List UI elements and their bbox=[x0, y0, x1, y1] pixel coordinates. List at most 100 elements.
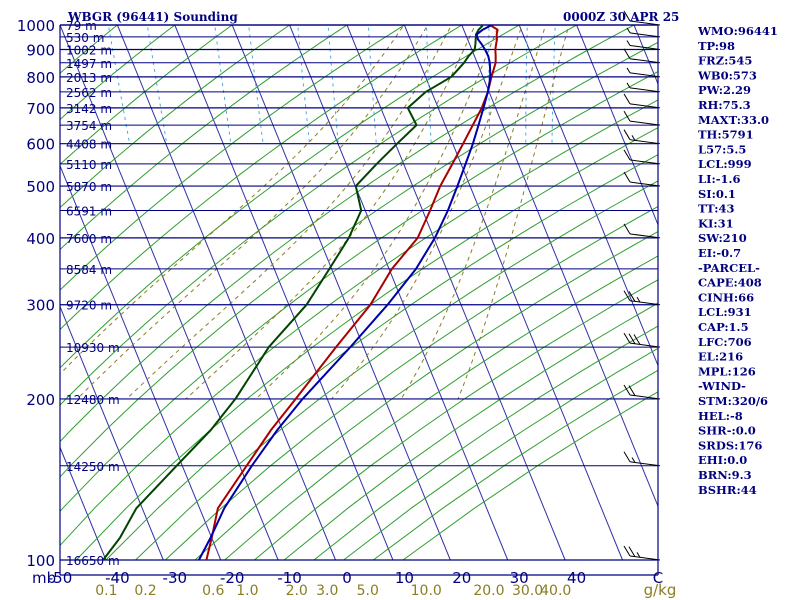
mixing-ratio-label: 5.0 bbox=[357, 583, 379, 599]
wind-barb bbox=[623, 223, 661, 239]
temperature-tick-label: -10 bbox=[277, 569, 302, 587]
wind-barb-staff bbox=[629, 72, 661, 78]
dry-adiabat-line bbox=[283, 302, 658, 561]
pressure-tick-label: 600 bbox=[26, 136, 55, 154]
dry-adiabat-line bbox=[60, 25, 176, 121]
mixing-ratio-label: 30.0 bbox=[512, 583, 543, 599]
index-value: WMO:96441 bbox=[697, 24, 778, 38]
wind-barb-staff bbox=[629, 103, 661, 109]
wind-barb bbox=[623, 545, 661, 561]
height-label: 7600 m bbox=[66, 232, 112, 246]
wind-barb-staff bbox=[629, 20, 661, 26]
moist-adiabat-line bbox=[331, 25, 523, 400]
mixing-ratio-line bbox=[327, 25, 339, 144]
dry-adiabat-line bbox=[60, 25, 234, 166]
isotherm-line bbox=[60, 164, 222, 561]
dry-adiabat-line bbox=[60, 41, 658, 478]
temperature-tick-label: -20 bbox=[220, 569, 245, 587]
wind-barb-half-flag bbox=[626, 40, 631, 46]
index-value: LFC:706 bbox=[698, 335, 752, 349]
index-value: RH:75.3 bbox=[698, 98, 751, 112]
wind-barb-flag bbox=[623, 332, 631, 344]
height-label: 16650 m bbox=[66, 554, 120, 568]
wind-barb bbox=[626, 40, 661, 50]
wind-barb bbox=[626, 27, 661, 38]
mixing-ratio-line bbox=[488, 25, 491, 144]
index-value: L57:5.5 bbox=[698, 142, 746, 156]
index-value: SHR-:0.0 bbox=[698, 424, 756, 438]
parcel-profile-line bbox=[198, 25, 492, 561]
wind-barb-staff bbox=[629, 87, 661, 93]
wind-barb-half-flag bbox=[626, 67, 631, 74]
wind-barb-half-flag bbox=[636, 296, 641, 303]
isotherm-line bbox=[518, 25, 658, 367]
temperature-tick-label: 10 bbox=[395, 569, 414, 587]
pressure-tick-label: 200 bbox=[26, 391, 55, 409]
pressure-tick-label: 800 bbox=[26, 69, 55, 87]
index-value: LI:-1.6 bbox=[698, 172, 741, 186]
dry-adiabat-line bbox=[60, 25, 348, 251]
moist-adiabat-line bbox=[255, 25, 500, 400]
wind-barb-flag bbox=[623, 48, 631, 60]
height-label: 2013 m bbox=[66, 71, 112, 85]
isotherm-line bbox=[60, 446, 107, 561]
index-value: HEL:-8 bbox=[698, 409, 743, 423]
mixing-ratio-label: 10.0 bbox=[411, 583, 442, 599]
isotherm-line bbox=[403, 25, 623, 561]
height-label: 8584 m bbox=[66, 263, 112, 277]
index-value: STM:320/6 bbox=[698, 394, 768, 408]
temperature-tick-label: -50 bbox=[48, 569, 73, 587]
wind-barb bbox=[623, 110, 661, 126]
mixing-ratio-label: 20.0 bbox=[473, 583, 504, 599]
index-value: -PARCEL- bbox=[698, 261, 760, 275]
wind-barb-flag bbox=[623, 290, 631, 301]
wind-barb-half-flag bbox=[626, 27, 631, 34]
isotherm-line bbox=[346, 25, 566, 561]
moist-adiabat-line bbox=[457, 25, 570, 400]
temperature-profile-line bbox=[205, 25, 499, 561]
dry-adiabat-line bbox=[60, 25, 119, 74]
temperature-tick-label: 20 bbox=[452, 569, 471, 587]
height-label: 530 m bbox=[66, 31, 104, 45]
mixing-ratio-label: 0.1 bbox=[95, 583, 117, 599]
wind-barb-flag bbox=[623, 110, 631, 122]
isotherm-line bbox=[576, 25, 658, 226]
wind-barb-flag bbox=[628, 333, 636, 345]
wind-barb-flag bbox=[633, 334, 641, 345]
mixing-ratio-line bbox=[107, 25, 131, 144]
wind-barb bbox=[623, 48, 661, 64]
dry-adiabat-line bbox=[75, 127, 658, 561]
mixing-ratio-line bbox=[248, 25, 264, 144]
index-value: WB0:573 bbox=[697, 68, 757, 82]
mixing-ratio-unit-label: g/kg bbox=[644, 581, 677, 599]
wind-barb-staff bbox=[629, 32, 661, 38]
isotherm-line bbox=[289, 25, 509, 561]
wind-barb bbox=[623, 129, 661, 145]
height-label: 1002 m bbox=[66, 43, 112, 57]
chart-timestamp: 0000Z 30 APR 25 bbox=[563, 10, 679, 24]
height-label: 14250 m bbox=[66, 460, 120, 474]
pressure-tick-label: 400 bbox=[26, 230, 55, 248]
dry-adiabat-line bbox=[105, 154, 658, 561]
index-value: -WIND- bbox=[698, 379, 746, 393]
index-value: LCL:931 bbox=[698, 305, 752, 319]
height-label: 79 m bbox=[66, 19, 97, 33]
wind-barb-flag bbox=[623, 545, 631, 557]
temperature-tick-label: 0 bbox=[342, 569, 352, 587]
height-label: 5110 m bbox=[66, 158, 112, 172]
wind-barb-staff bbox=[629, 58, 661, 64]
chart-title: WBGR (96441) Sounding bbox=[67, 10, 238, 24]
wind-barb-flag bbox=[628, 385, 636, 396]
wind-barb bbox=[623, 451, 661, 467]
wind-barb-flag bbox=[623, 149, 631, 161]
wind-barb bbox=[623, 93, 661, 109]
wind-barb-flag bbox=[623, 93, 631, 105]
temperature-unit-label: C bbox=[653, 569, 663, 587]
isotherm-line bbox=[60, 305, 164, 561]
moist-adiabat-line bbox=[400, 25, 547, 400]
dry-adiabat-line bbox=[224, 255, 658, 561]
dry-adiabat-line bbox=[313, 325, 658, 561]
index-value: FRZ:545 bbox=[698, 54, 752, 68]
index-value: CAP:1.5 bbox=[698, 320, 749, 334]
